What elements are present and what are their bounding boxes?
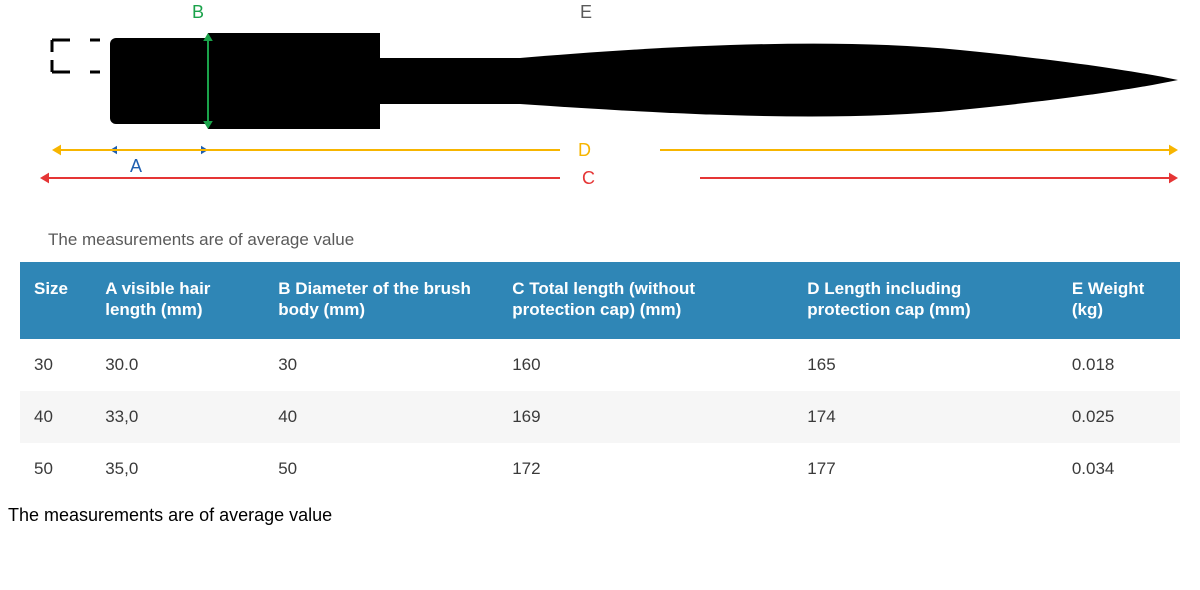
table-row: 3030.0301601650.018	[20, 339, 1180, 391]
table-header: SizeA visible hair length (mm)B Diameter…	[20, 262, 1180, 339]
svg-text:B: B	[192, 2, 204, 22]
cell-e: 0.025	[1058, 391, 1180, 443]
cell-a: 35,0	[91, 443, 264, 495]
table-row: 5035,0501721770.034	[20, 443, 1180, 495]
cell-d: 177	[793, 443, 1058, 495]
svg-text:E: E	[580, 2, 592, 22]
cell-size: 30	[20, 339, 91, 391]
svg-text:A: A	[130, 156, 142, 176]
cell-d: 174	[793, 391, 1058, 443]
cell-e: 0.018	[1058, 339, 1180, 391]
cell-a: 30.0	[91, 339, 264, 391]
cell-c: 169	[498, 391, 793, 443]
average-value-note: The measurements are of average value	[48, 230, 1200, 250]
col-header-d: D Length including protection cap (mm)	[793, 262, 1058, 339]
svg-text:D: D	[578, 140, 591, 160]
cell-size: 50	[20, 443, 91, 495]
col-header-e: E Weight (kg)	[1058, 262, 1180, 339]
col-header-a: A visible hair length (mm)	[91, 262, 264, 339]
cell-a: 33,0	[91, 391, 264, 443]
cell-b: 50	[264, 443, 498, 495]
col-header-size: Size	[20, 262, 91, 339]
cell-b: 40	[264, 391, 498, 443]
cell-size: 40	[20, 391, 91, 443]
table-row: 4033,0401691740.025	[20, 391, 1180, 443]
cell-b: 30	[264, 339, 498, 391]
measurement-table: SizeA visible hair length (mm)B Diameter…	[20, 262, 1180, 495]
cell-d: 165	[793, 339, 1058, 391]
col-header-c: C Total length (without protection cap) …	[498, 262, 793, 339]
svg-text:C: C	[582, 168, 595, 188]
brush-dimension-diagram: B E A DC	[0, 0, 1200, 200]
footer-average-value-note: The measurements are of average value	[8, 505, 1200, 526]
cell-c: 160	[498, 339, 793, 391]
cell-c: 172	[498, 443, 793, 495]
table-body: 3030.0301601650.0184033,0401691740.02550…	[20, 339, 1180, 495]
col-header-b: B Diameter of the brush body (mm)	[264, 262, 498, 339]
cell-e: 0.034	[1058, 443, 1180, 495]
